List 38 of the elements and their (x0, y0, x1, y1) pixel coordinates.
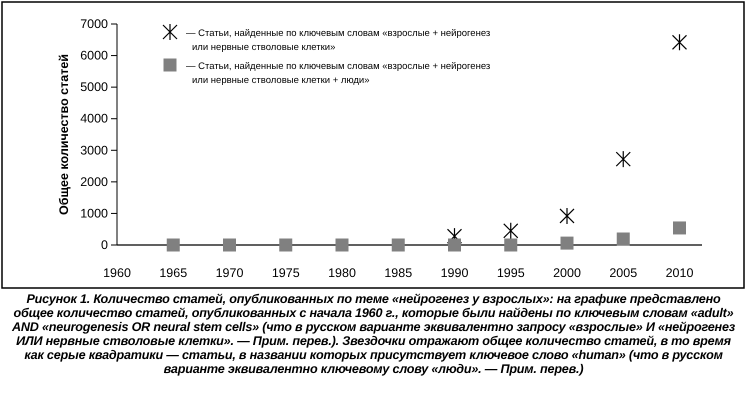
point (448, 238, 461, 252)
point (279, 238, 292, 252)
x-tick-label: 1990 (440, 266, 468, 280)
x-tick-label: 1960 (103, 266, 131, 280)
legend-label: — Статьи, найденные по ключевым словам «взрослые + нейрогенез или нервные стволовые клетки + люди» (186, 61, 490, 86)
y-axis-title: Общее количество статей (57, 54, 71, 215)
point (446, 228, 462, 245)
point (336, 238, 348, 252)
point (616, 232, 630, 246)
point (166, 238, 180, 252)
y-tick-label: 1000 (80, 206, 108, 220)
y-tick-label: 6000 (80, 48, 108, 63)
point (673, 221, 686, 234)
x-tick-label: 1995 (496, 266, 525, 280)
point (392, 238, 405, 252)
y-tick-label: 3000 (80, 143, 108, 158)
point (672, 34, 688, 51)
point (504, 238, 518, 252)
point (616, 150, 631, 168)
point (223, 238, 236, 252)
x-tick-label: 1975 (272, 266, 300, 280)
y-tick-label: 4000 (80, 112, 108, 126)
x-tick-label: 1965 (159, 266, 188, 280)
x-tick-label: 1985 (384, 266, 412, 280)
point (559, 207, 575, 225)
x-tick-label: 2000 (553, 266, 581, 280)
point (560, 236, 574, 250)
legend-label: — Статьи, найденные по ключевым словам «взрослые + нейрогенез или нервные стволовые клетки» (186, 28, 490, 53)
x-tick-label: 1980 (328, 266, 356, 280)
y-tick-label: 0 (101, 238, 108, 252)
point (503, 222, 518, 240)
x-tick-label: 1970 (216, 266, 244, 280)
y-tick-label: 2000 (80, 174, 108, 189)
text: Рисунок 1. Количество статей, опубликованных по теме «нейрогенез у взрослых»: на графике представлено общее количество статей, опубликованных с начала 1960 г., которые были найдены по ключевым словам «adult» AND «neurogenesis OR neural stem cells» (что в русском варианте эквивалентно запросу «взрослые» И «нейрогенез ИЛИ нервные стволовые клетки». — Прим. перев.). Звездочки отражают общее количество статей, в то время как серые квадратики — статьи, в названии которых присутствует ключевое слово «human» (что в русском варианте эквивалентно ключевому слову «люди». — Прим. перев.) (10, 292, 736, 376)
y-tick-label: 7000 (80, 17, 108, 31)
y-tick-label: 5000 (80, 80, 108, 94)
x-tick-label: 2005 (609, 266, 638, 280)
x-tick-label: 2010 (666, 266, 694, 280)
